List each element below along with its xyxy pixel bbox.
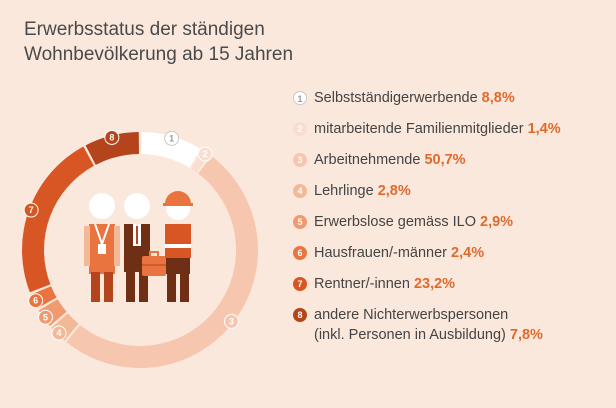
slice-badge-3: 3 [223, 313, 239, 329]
legend-item-2: 2 mitarbeitende Familienmitglieder 1,4% [293, 119, 561, 150]
legend-item-3: 3 Arbeitnehmende 50,7% [293, 150, 561, 181]
legend-badge-2: 2 [293, 122, 307, 136]
donut-slices [21, 132, 258, 368]
chart-title: Erwerbsstatus der ständigen Wohnbevölker… [24, 17, 293, 67]
legend-value-7: 23,2% [413, 276, 456, 292]
legend-label-8-line-2: (inkl. Personen in Ausbildung) [314, 327, 506, 343]
donut-slice-1 [141, 132, 201, 168]
slice-badge-label-3: 3 [229, 316, 234, 326]
legend-label-7: Rentner/-innen [314, 276, 410, 292]
legend-badge-1: 1 [293, 91, 307, 105]
donut-slice-7 [21, 146, 94, 293]
legend-item-7: 7 Rentner/-innen 23,2% [293, 274, 561, 305]
legend-value-6: 2,4% [451, 245, 485, 261]
legend-badge-4: 4 [293, 184, 307, 198]
slice-badge-label-5: 5 [43, 312, 48, 322]
slice-badge-2: 2 [197, 146, 213, 162]
chart-legend: 1 Selbstständigerwerbende 8,8% 2 mitarbeit… [293, 88, 561, 353]
slice-badge-4: 4 [51, 325, 67, 341]
legend-item-6: 6 Hausfrauen/-männer 2,4% [293, 243, 561, 274]
legend-badge-5: 5 [293, 215, 307, 229]
legend-value-2: 1,4% [527, 121, 561, 137]
legend-value-5: 2,9% [480, 214, 514, 230]
legend-badge-7: 7 [293, 277, 307, 291]
legend-value-4: 2,8% [377, 183, 411, 199]
legend-label-4: Lehrlinge [314, 183, 374, 199]
worker-figure-left [84, 193, 120, 302]
worker-figure-middle [124, 193, 166, 302]
workers-illustration [84, 191, 193, 302]
legend-label-3: Arbeitnehmende [314, 152, 421, 168]
slice-badge-label-6: 6 [33, 296, 38, 306]
title-line-2: Wohnbevölkerung ab 15 Jahren [24, 44, 294, 65]
legend-item-5: 5 Erwerbslose gemäss ILO 2,9% [293, 212, 561, 243]
slice-badges: 1 2 3 456 7 8 [23, 129, 239, 341]
slice-badge-8: 8 [104, 129, 120, 145]
legend-item-8: 8 andere Nichterwerbspersonen (inkl. Perso… [293, 305, 561, 353]
slice-badge-label-2: 2 [203, 149, 208, 159]
legend-badge-8: 8 [293, 308, 307, 322]
slice-badge-6: 6 [28, 293, 44, 309]
legend-value-1: 8,8% [481, 90, 515, 106]
slice-badge-7: 7 [23, 202, 39, 218]
legend-item-4: 4 Lehrlinge 2,8% [293, 181, 561, 212]
legend-label-2: mitarbeitende Familienmitglieder [314, 121, 524, 137]
worker-figure-right [163, 191, 193, 302]
slice-badge-5: 5 [38, 309, 54, 325]
legend-badge-3: 3 [293, 153, 307, 167]
title-line-1: Erwerbsstatus der ständigen [24, 19, 265, 40]
donut-slice-3 [66, 156, 258, 368]
legend-value-8: 7,8% [509, 327, 543, 343]
legend-badge-6: 6 [293, 246, 307, 260]
slice-badge-1: 1 [164, 130, 180, 146]
legend-value-3: 50,7% [424, 152, 466, 168]
legend-label-8-line-1: andere Nichterwerbspersonen [314, 307, 509, 323]
donut-slice-8 [85, 132, 139, 165]
legend-item-1: 1 Selbstständigerwerbende 8,8% [293, 88, 561, 119]
legend-label-5: Erwerbslose gemäss ILO [314, 214, 476, 230]
slice-badge-label-1: 1 [169, 133, 174, 143]
legend-label-6: Hausfrauen/-männer [314, 245, 447, 261]
slice-badge-label-7: 7 [29, 205, 34, 215]
legend-label-1: Selbstständigerwerbende [314, 90, 478, 106]
slice-badge-label-8: 8 [109, 132, 114, 142]
slice-badge-label-4: 4 [57, 328, 62, 338]
